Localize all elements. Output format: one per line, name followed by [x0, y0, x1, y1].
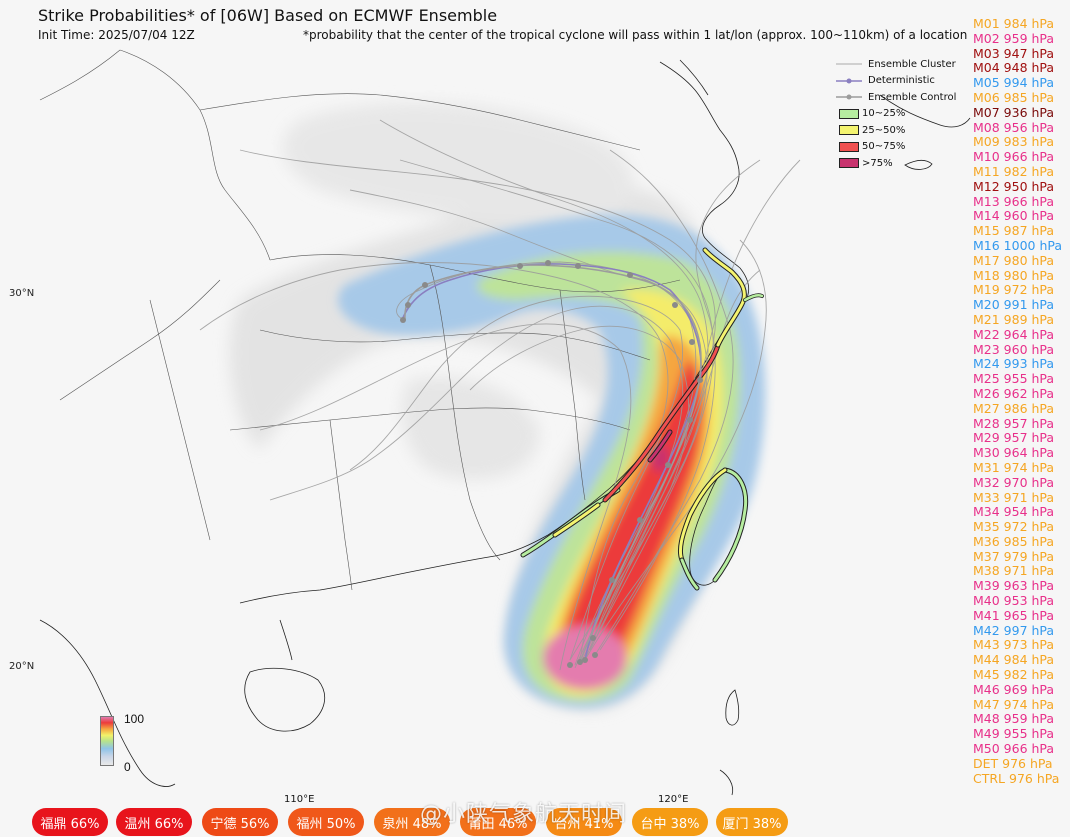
member-pressure-item: M16 1000 hPa	[973, 237, 1063, 253]
member-pressure-item: M14 960 hPa	[973, 208, 1055, 224]
member-pressure-item: M12 950 hPa	[973, 178, 1055, 194]
member-pressure-item: M02 959 hPa	[973, 30, 1055, 46]
member-pressure-item: M50 966 hPa	[973, 741, 1055, 757]
legend-bin-3: 50~75%	[836, 139, 956, 156]
city-probability-badge: 温州 66%	[116, 808, 192, 836]
watermark: @小陕气象航天时间	[420, 802, 628, 827]
member-pressure-item: M38 971 hPa	[973, 563, 1055, 579]
legend-bin-label: 25~50%	[862, 124, 906, 136]
legend-bin-label: >75%	[862, 157, 893, 169]
member-pressure-item: M05 994 hPa	[973, 75, 1055, 91]
member-pressure-item: M33 971 hPa	[973, 489, 1055, 505]
footnote: *probability that the center of the trop…	[303, 28, 968, 42]
member-pressure-item: M08 956 hPa	[973, 119, 1055, 135]
member-pressure-item: M26 962 hPa	[973, 385, 1055, 401]
member-pressure-item: M34 954 hPa	[973, 504, 1055, 520]
colorbar	[100, 716, 114, 766]
member-pressure-item: CTRL 976 hPa	[973, 770, 1060, 786]
legend-ensemble-control-label: Ensemble Control	[868, 91, 957, 103]
coastline-probability-segments	[520, 247, 764, 591]
member-pressure-item: M42 997 hPa	[973, 622, 1055, 638]
member-pressure-item: M01 984 hPa	[973, 16, 1055, 31]
member-pressure-item: M11 982 hPa	[973, 163, 1055, 179]
legend-bin-4: >75%	[836, 155, 956, 172]
member-pressure-item: M44 984 hPa	[973, 652, 1055, 668]
track-points	[400, 260, 703, 668]
legend-swatch	[839, 125, 859, 136]
lon-label-120e: 120°E	[658, 794, 689, 805]
legend-bin-2: 25~50%	[836, 122, 956, 139]
legend-swatch	[839, 158, 859, 169]
city-probability-badge: 台州 41%	[546, 808, 622, 836]
lat-label-20n: 20°N	[9, 661, 35, 672]
member-pressure-item: M36 985 hPa	[973, 533, 1055, 549]
colorbar-min-label: 0	[124, 760, 131, 774]
member-pressure-item: M25 955 hPa	[973, 371, 1055, 387]
member-pressure-item: M30 964 hPa	[973, 445, 1055, 461]
member-pressure-item: M10 966 hPa	[973, 149, 1055, 165]
legend-bin-label: 10~25%	[862, 108, 906, 120]
member-pressure-item: M37 979 hPa	[973, 548, 1055, 564]
member-pressure-item: M41 965 hPa	[973, 607, 1055, 623]
member-pressure-item: M35 972 hPa	[973, 519, 1055, 535]
city-probability-badge: 台中 38%	[632, 808, 708, 836]
member-pressure-item: M28 957 hPa	[973, 415, 1055, 431]
member-pressure-item: M47 974 hPa	[973, 696, 1055, 712]
legend-ensemble-cluster-label: Ensemble Cluster	[868, 58, 956, 70]
lon-label-110e: 110°E	[284, 794, 315, 805]
member-pressure-item: M27 986 hPa	[973, 400, 1055, 416]
ensemble-control-track	[404, 264, 702, 663]
init-time: Init Time: 2025/07/04 12Z	[38, 28, 195, 42]
member-pressure-item: M46 969 hPa	[973, 681, 1055, 697]
member-pressure-list: M01 984 hPa M02 959 hPa M03 947 hPa M04 948…	[973, 16, 1070, 786]
colorbar-max-label: 100	[124, 712, 145, 726]
city-probability-badge: 莆田 46%	[460, 808, 536, 836]
member-pressure-item: M48 959 hPa	[973, 711, 1055, 727]
legend-ensemble-cluster: Ensemble Cluster	[836, 56, 956, 73]
member-pressure-item: M21 989 hPa	[973, 311, 1055, 327]
member-pressure-item: M07 936 hPa	[973, 104, 1055, 120]
member-pressure-item: M19 972 hPa	[973, 282, 1055, 298]
member-pressure-item: M09 983 hPa	[973, 134, 1055, 150]
map-title: Strike Probabilities* of [06W] Based on …	[38, 6, 498, 25]
member-pressure-item: M17 980 hPa	[973, 252, 1055, 268]
member-pressure-item: M29 957 hPa	[973, 430, 1055, 446]
member-pressure-item: M23 960 hPa	[973, 341, 1055, 357]
legend-swatch	[839, 141, 859, 152]
member-pressure-item: M32 970 hPa	[973, 474, 1055, 490]
legend-ensemble-control: Ensemble Control	[836, 89, 956, 106]
member-pressure-item: M15 987 hPa	[973, 223, 1055, 239]
member-pressure-item: M18 980 hPa	[973, 267, 1055, 283]
member-pressure-item: M20 991 hPa	[973, 297, 1055, 313]
member-pressure-item: DET 976 hPa	[973, 755, 1053, 771]
legend: Ensemble Cluster Deterministic Ensemble …	[836, 56, 956, 172]
legend-swatch	[839, 108, 859, 119]
city-probability-badge: 厦门 38%	[716, 808, 788, 836]
member-pressure-item: M13 966 hPa	[973, 193, 1055, 209]
city-probability-badge: 泉州 48%	[374, 808, 450, 836]
city-probability-badge: 福州 50%	[288, 808, 364, 836]
legend-bin-1: 10~25%	[836, 106, 956, 123]
city-probability-badge: 宁德 56%	[202, 808, 278, 836]
member-pressure-item: M31 974 hPa	[973, 459, 1055, 475]
member-pressure-item: M45 982 hPa	[973, 667, 1055, 683]
legend-deterministic: Deterministic	[836, 73, 956, 90]
member-pressure-item: M24 993 hPa	[973, 356, 1055, 372]
legend-bin-label: 50~75%	[862, 141, 906, 153]
member-pressure-item: M39 963 hPa	[973, 578, 1055, 594]
city-probability-badge: 福鼎 66%	[32, 808, 108, 836]
legend-deterministic-label: Deterministic	[868, 75, 935, 87]
member-pressure-item: M06 985 hPa	[973, 89, 1055, 105]
lat-label-30n: 30°N	[9, 288, 35, 299]
member-pressure-item: M49 955 hPa	[973, 726, 1055, 742]
member-pressure-item: M04 948 hPa	[973, 60, 1055, 76]
member-pressure-item: M22 964 hPa	[973, 326, 1055, 342]
member-pressure-item: M43 973 hPa	[973, 637, 1055, 653]
member-pressure-item: M40 953 hPa	[973, 593, 1055, 609]
member-pressure-item: M03 947 hPa	[973, 45, 1055, 61]
